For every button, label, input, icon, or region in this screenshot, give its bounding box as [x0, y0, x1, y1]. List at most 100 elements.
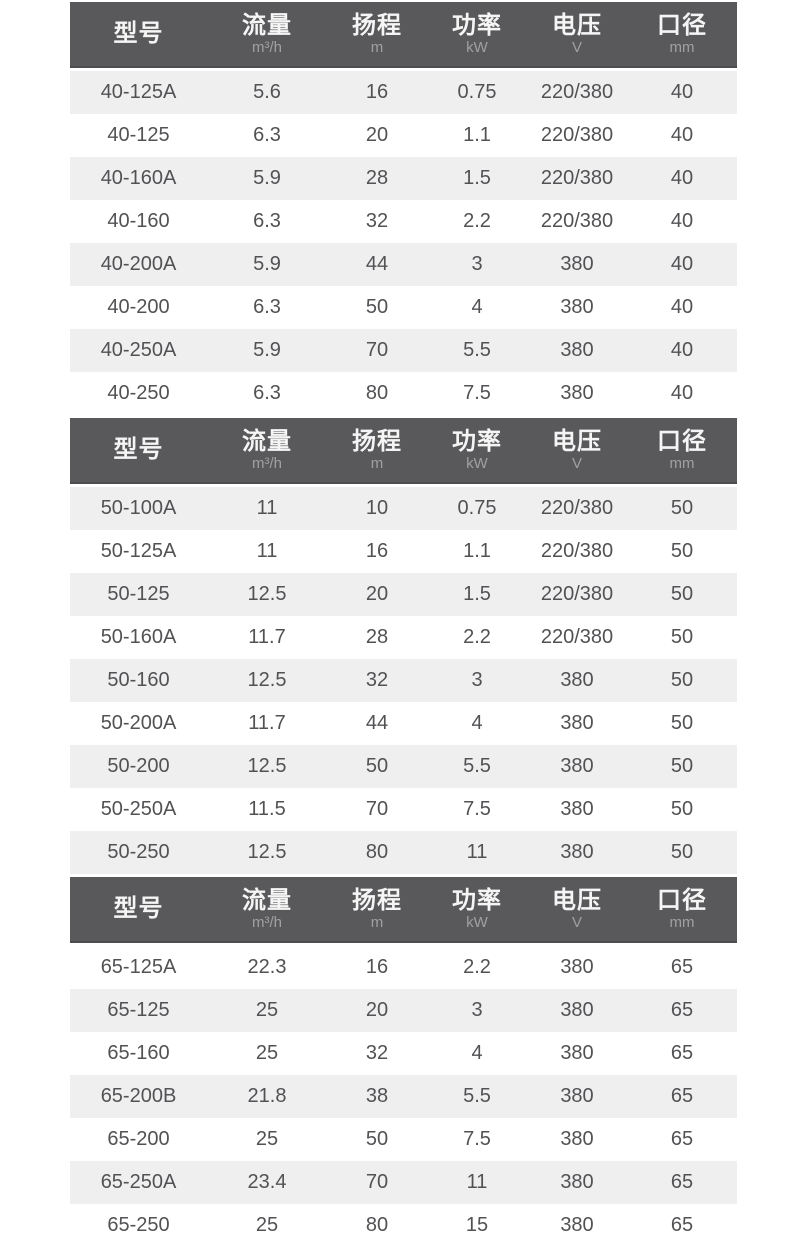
value-cell: 40: [670, 81, 694, 103]
column-label: 功率: [452, 427, 502, 455]
value-cell: 5.5: [463, 339, 491, 361]
value-cell: 220/380: [540, 167, 614, 189]
table-row: 65-250 25 80 15 380 65: [70, 1204, 737, 1240]
value-cell: 28: [365, 167, 389, 189]
value-cell: 380: [560, 1042, 594, 1064]
value-cell: 65: [670, 1042, 694, 1064]
value-cell: 22.3: [247, 956, 287, 978]
value-cell: 80: [365, 841, 389, 863]
spec-table: 型号 流量 m³/h 扬程 m 功率 kW 电压 V 口径 mm 65-125A 22.3 16 2.2 3…: [70, 877, 737, 1240]
column-header: 扬程 m: [327, 427, 427, 472]
value-cell: 220/380: [540, 210, 614, 232]
column-label: 流量: [242, 427, 292, 455]
value-cell: 380: [560, 798, 594, 820]
column-header: 型号: [70, 21, 207, 46]
value-cell: 7.5: [463, 798, 491, 820]
table-row: 50-200A 11.7 44 4 380 50: [70, 702, 737, 745]
table-row: 40-125 6.3 20 1.1 220/380 40: [70, 114, 737, 157]
table-row: 65-125A 22.3 16 2.2 380 65: [70, 946, 737, 989]
value-cell: 15: [465, 1214, 489, 1236]
value-cell: 65: [670, 1171, 694, 1193]
value-cell: 2.2: [463, 956, 491, 978]
value-cell: 11.5: [248, 798, 286, 820]
value-cell: 70: [365, 798, 389, 820]
value-cell: 5.5: [463, 755, 491, 777]
value-cell: 40: [670, 210, 694, 232]
model-cell: 65-250A: [100, 1171, 177, 1193]
value-cell: 50: [365, 755, 389, 777]
value-cell: 11.7: [248, 626, 286, 648]
value-cell: 5.9: [253, 253, 281, 275]
column-header: 电压 V: [527, 11, 627, 56]
value-cell: 11: [466, 841, 488, 863]
column-unit: kW: [466, 38, 488, 56]
value-cell: 380: [560, 382, 594, 404]
value-cell: 11: [256, 540, 278, 562]
value-cell: 32: [365, 669, 389, 691]
table-row: 40-160A 5.9 28 1.5 220/380 40: [70, 157, 737, 200]
value-cell: 380: [560, 669, 594, 691]
column-header: 流量 m³/h: [207, 887, 327, 931]
column-header: 功率 kW: [427, 12, 527, 56]
model-cell: 50-125A: [100, 540, 177, 562]
column-unit: m: [370, 913, 384, 931]
column-label: 扬程: [352, 427, 402, 455]
value-cell: 380: [560, 1128, 594, 1150]
value-cell: 1.5: [463, 167, 491, 189]
value-cell: 70: [365, 339, 389, 361]
table-row: 50-250 12.5 80 11 380 50: [70, 831, 737, 874]
value-cell: 1.1: [463, 124, 491, 146]
table-row: 50-250A 11.5 70 7.5 380 50: [70, 788, 737, 831]
column-unit: kW: [466, 913, 488, 931]
table-body: 40-125A 5.6 16 0.75 220/380 40 40-125 6.3 20 1.1 2…: [70, 71, 737, 415]
column-label: 电压: [552, 11, 602, 39]
value-cell: 65: [670, 1128, 694, 1150]
model-cell: 65-160: [107, 1042, 170, 1064]
value-cell: 20: [365, 583, 389, 605]
value-cell: 32: [365, 1042, 389, 1064]
value-cell: 25: [255, 1214, 279, 1236]
column-label: 口径: [657, 886, 707, 914]
value-cell: 3: [471, 669, 483, 691]
value-cell: 6.3: [253, 382, 281, 404]
value-cell: 3: [471, 999, 483, 1021]
column-header: 口径 mm: [627, 11, 737, 56]
model-cell: 40-125: [107, 124, 170, 146]
value-cell: 16: [365, 540, 389, 562]
value-cell: 50: [670, 626, 694, 648]
table-row: 50-100A 11 10 0.75 220/380 50: [70, 487, 737, 530]
column-unit: mm: [669, 38, 695, 56]
table-row: 40-200A 5.9 44 3 380 40: [70, 243, 737, 286]
value-cell: 2.2: [463, 210, 491, 232]
value-cell: 3: [471, 253, 483, 275]
table-row: 40-125A 5.6 16 0.75 220/380 40: [70, 71, 737, 114]
table-body: 50-100A 11 10 0.75 220/380 50 50-125A 11 16 1.1 22…: [70, 487, 737, 874]
table-row: 40-250 6.3 80 7.5 380 40: [70, 372, 737, 415]
column-label: 型号: [113, 895, 164, 923]
model-cell: 50-200A: [100, 712, 177, 734]
value-cell: 40: [670, 124, 694, 146]
table-row: 50-160 12.5 32 3 380 50: [70, 659, 737, 702]
column-unit: V: [571, 454, 582, 472]
value-cell: 380: [560, 712, 594, 734]
value-cell: 50: [365, 296, 389, 318]
column-label: 扬程: [352, 886, 402, 914]
table-header-row: 型号 流量 m³/h 扬程 m 功率 kW 电压 V 口径 mm: [70, 877, 737, 943]
value-cell: 23.4: [247, 1171, 287, 1193]
value-cell: 6.3: [253, 210, 281, 232]
value-cell: 5.9: [253, 339, 281, 361]
value-cell: 65: [670, 956, 694, 978]
table-body: 65-125A 22.3 16 2.2 380 65 65-125 25 20 3 380 65 65-…: [70, 946, 737, 1240]
value-cell: 380: [560, 956, 594, 978]
value-cell: 28: [365, 626, 389, 648]
column-header: 型号: [70, 896, 207, 921]
table-row: 65-125 25 20 3 380 65: [70, 989, 737, 1032]
column-label: 口径: [657, 11, 707, 39]
column-header: 电压 V: [527, 887, 627, 931]
value-cell: 220/380: [540, 626, 614, 648]
value-cell: 4: [471, 1042, 483, 1064]
value-cell: 380: [560, 296, 594, 318]
column-unit: m³/h: [252, 913, 282, 931]
value-cell: 0.75: [457, 81, 497, 103]
value-cell: 12.5: [247, 755, 287, 777]
